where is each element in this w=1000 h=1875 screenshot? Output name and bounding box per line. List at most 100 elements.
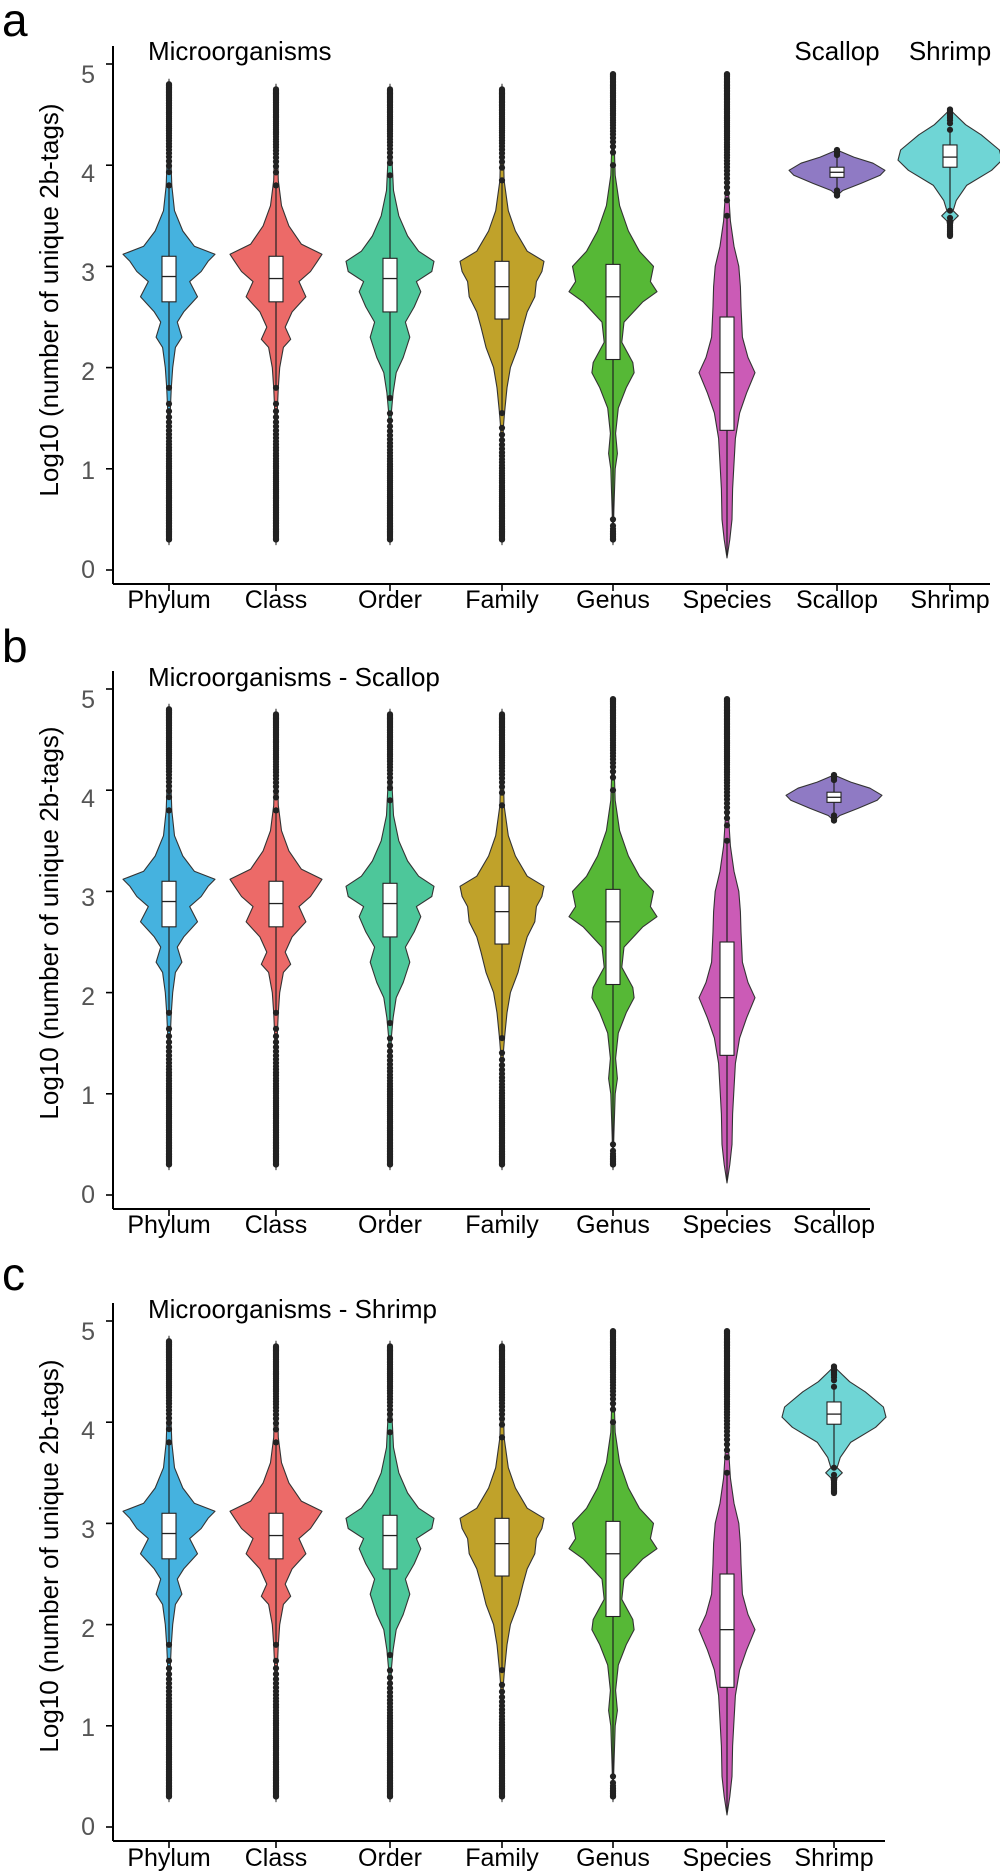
outlier-point (165, 1338, 173, 1345)
outlier-point (386, 797, 394, 804)
outlier-point (498, 431, 506, 438)
outlier-point (498, 1793, 506, 1800)
x-tick-label: Order (358, 586, 422, 614)
outlier-point (386, 1019, 394, 1027)
outlier-point (723, 1328, 731, 1335)
outlier-point (386, 159, 394, 167)
outlier-point (830, 771, 838, 779)
outlier-point (498, 158, 506, 165)
y-tick-label: 1 (81, 1082, 95, 1110)
outlier-point (946, 232, 954, 240)
x-tick-label: Phylum (127, 1211, 210, 1239)
outlier-point (272, 169, 280, 176)
outlier-point (386, 1042, 394, 1049)
box-iqr (161, 255, 177, 303)
outlier-point (609, 1406, 617, 1413)
violin-family (459, 1340, 545, 1803)
x-tick-label: Species (683, 1211, 772, 1239)
outlier-point (272, 408, 280, 415)
violin-species (698, 71, 756, 559)
y-tick-label: 0 (81, 1181, 95, 1209)
violin-phylum (122, 703, 216, 1171)
y-tick-label: 2 (81, 983, 95, 1011)
outlier-point (386, 1048, 394, 1055)
outlier-point (386, 410, 394, 417)
y-axis-label: Log10 (number of unique 2b-tags) (34, 726, 64, 1119)
outlier-point (498, 1667, 506, 1674)
outlier-point (723, 804, 731, 811)
outlier-point (386, 1674, 394, 1681)
x-tick-label: Species (683, 1844, 772, 1872)
outlier-point (498, 1343, 506, 1350)
outlier-point (165, 794, 173, 801)
violin-order (345, 1340, 435, 1803)
outlier-point (165, 162, 173, 170)
outlier-point (386, 536, 394, 543)
violin-species (698, 696, 756, 1184)
outlier-point (165, 1033, 173, 1040)
outlier-point (609, 516, 617, 523)
outlier-point (272, 1671, 280, 1678)
outlier-point (723, 184, 731, 191)
violin-order (345, 83, 435, 546)
outlier-point (946, 106, 954, 113)
outlier-point (165, 1025, 173, 1032)
x-tick-label: Genus (576, 1211, 650, 1239)
outlier-point (498, 1062, 506, 1069)
outlier-point (386, 1793, 394, 1800)
outlier-point (386, 1343, 394, 1350)
y-tick-label: 4 (81, 160, 95, 188)
y-tick-label: 3 (81, 1516, 95, 1544)
outlier-point (386, 779, 394, 786)
outlier-point (272, 807, 280, 814)
outlier-point (272, 419, 280, 426)
outlier-point (272, 536, 280, 543)
outlier-point (833, 192, 841, 199)
outlier-point (272, 1665, 280, 1672)
outlier-point (946, 126, 954, 133)
outlier-point (165, 1426, 173, 1433)
box-iqr (605, 888, 621, 986)
panel-title: Microorganisms - Shrimp (148, 1294, 437, 1324)
outlier-point (165, 807, 173, 814)
box-iqr (161, 1512, 177, 1560)
outlier-point (498, 86, 506, 93)
outlier-point (272, 384, 280, 391)
outlier-point (165, 536, 173, 543)
outlier-point (165, 1665, 173, 1672)
outlier-point (609, 787, 617, 794)
outlier-point (272, 794, 280, 801)
outlier-point (723, 837, 731, 844)
x-tick-label: Family (465, 586, 539, 614)
outlier-point (498, 164, 506, 171)
outlier-point (272, 1161, 280, 1168)
outlier-point (498, 1681, 506, 1688)
x-tick-label: Phylum (127, 586, 210, 614)
y-tick-label: 2 (81, 358, 95, 386)
box-iqr (494, 1517, 510, 1577)
outlier-point (609, 774, 617, 781)
outlier-point (609, 71, 617, 78)
y-tick-label: 5 (81, 61, 95, 89)
outlier-point (723, 815, 731, 822)
violin-phylum (122, 78, 216, 546)
outlier-point (386, 86, 394, 93)
y-tick-label: 5 (81, 1318, 95, 1346)
y-tick-label: 3 (81, 884, 95, 912)
outlier-point (165, 787, 173, 795)
outlier-point (386, 154, 394, 161)
outlier-point (386, 1429, 394, 1436)
outlier-point (498, 424, 506, 431)
outlier-point (165, 1009, 173, 1016)
y-tick-label: 5 (81, 686, 95, 714)
outlier-point (165, 414, 173, 421)
outlier-point (386, 1035, 394, 1042)
outlier-point (165, 706, 173, 713)
violin-class (229, 708, 323, 1171)
plot-area (106, 46, 1000, 591)
violin-shrimp (781, 1363, 887, 1497)
outlier-point (723, 190, 731, 197)
plot-area (106, 671, 883, 1216)
outlier-point (609, 1141, 617, 1148)
outlier-point (830, 817, 838, 824)
